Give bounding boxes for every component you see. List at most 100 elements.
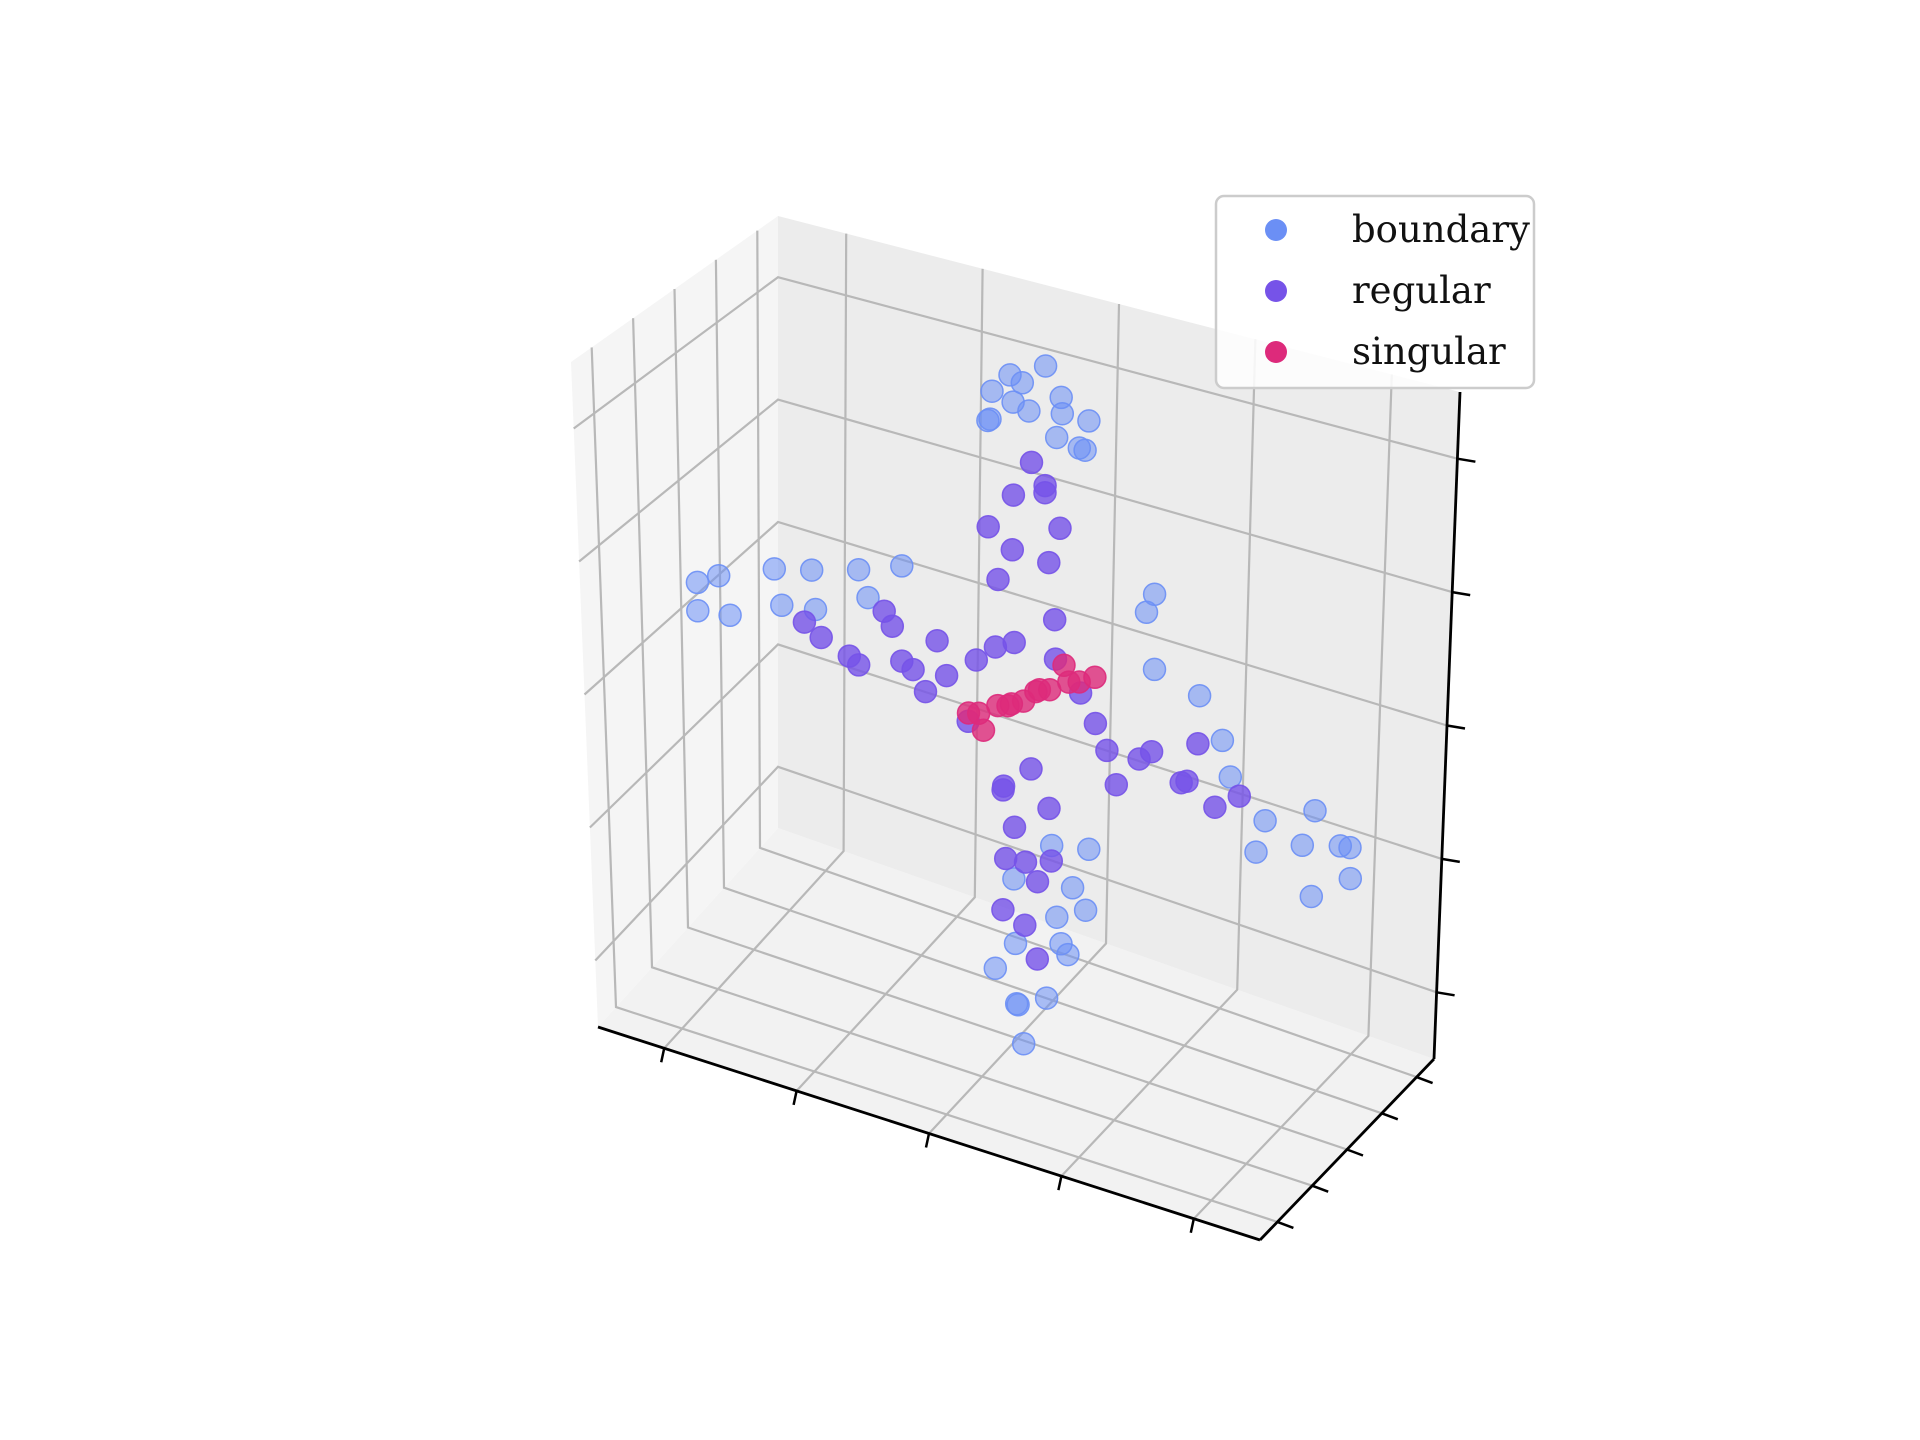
legend-marker-regular [1265, 280, 1287, 302]
z-tick [1436, 991, 1455, 997]
point-boundary [1067, 436, 1092, 460]
point-regular [1025, 947, 1050, 971]
gridline-y [714, 259, 1383, 1115]
point-boundary [1034, 986, 1059, 1010]
point-boundary [1044, 425, 1069, 450]
point-regular [792, 610, 817, 634]
point-regular [986, 567, 1010, 592]
point-regular [1037, 796, 1061, 821]
point-boundary [770, 593, 794, 618]
point-regular [1175, 769, 1199, 793]
gridline-y [590, 347, 1278, 1223]
point-boundary [1187, 683, 1212, 708]
point-boundary [1303, 798, 1327, 823]
gridline-x [795, 268, 984, 1092]
point-boundary [718, 603, 742, 628]
gridline-z [594, 765, 1437, 994]
point-regular [1104, 772, 1129, 797]
point-boundary [1338, 866, 1363, 891]
point-boundary [685, 570, 710, 595]
point-boundary [762, 557, 787, 581]
y-tick [1276, 1220, 1294, 1230]
legend-frame [1214, 194, 1536, 390]
legend-label-boundary: boundary [1352, 208, 1530, 251]
point-regular [809, 625, 833, 650]
point-regular [991, 774, 1016, 798]
x-tick [1189, 1218, 1196, 1233]
point-regular [993, 846, 1018, 871]
x-tick [792, 1090, 798, 1106]
point-regular [925, 628, 949, 653]
legend-marker-boundary [1265, 219, 1287, 241]
y-tick [1311, 1184, 1329, 1193]
point-regular [1095, 738, 1119, 763]
point-regular [964, 648, 989, 672]
point-boundary [686, 599, 710, 623]
point-boundary [890, 554, 914, 578]
point-regular [991, 897, 1015, 922]
gridline-z [573, 276, 1458, 460]
point-boundary [1077, 409, 1101, 433]
point-boundary [706, 563, 731, 588]
y-tick [1346, 1148, 1364, 1157]
y-tick [1416, 1075, 1434, 1085]
point-regular [1000, 538, 1025, 562]
point-boundary [1210, 728, 1235, 753]
point-regular [872, 599, 896, 623]
point-regular [976, 515, 1000, 539]
axes-grid [573, 230, 1458, 1223]
point-regular [1042, 607, 1067, 632]
z-tick [1451, 590, 1471, 597]
point-boundary [978, 407, 1002, 431]
point-regular [1019, 450, 1044, 475]
point-singular [956, 701, 981, 725]
point-boundary [1017, 399, 1041, 423]
point-regular [1083, 711, 1108, 736]
point-boundary [1010, 371, 1035, 395]
point-regular [1033, 473, 1057, 498]
point-boundary [1033, 354, 1058, 378]
axes-ticks [659, 457, 1476, 1233]
point-boundary [1142, 582, 1167, 607]
scatter-points [685, 354, 1363, 1056]
point-regular [1002, 815, 1027, 840]
point-boundary [856, 585, 880, 610]
point-singular [971, 718, 996, 742]
point-regular [837, 644, 862, 668]
gridline-z [578, 398, 1453, 594]
gridline-y [632, 318, 1313, 1187]
legend: boundary regular singular [1214, 194, 1536, 390]
gridline-x [928, 303, 1121, 1135]
point-boundary [1290, 833, 1315, 858]
point-boundary [799, 558, 824, 582]
gridline-y [756, 230, 1417, 1079]
point-boundary [846, 557, 871, 582]
z-tick [1446, 724, 1466, 730]
point-boundary [980, 379, 1004, 403]
point-boundary [983, 956, 1008, 981]
legend-label-regular: regular [1352, 269, 1491, 312]
legend-label-singular: singular [1352, 330, 1506, 373]
point-boundary [1050, 401, 1075, 426]
point-regular [1203, 795, 1227, 819]
point-boundary [1253, 808, 1277, 833]
pane-bottom [598, 828, 1434, 1240]
point-boundary [1003, 931, 1028, 956]
gridline-x [663, 233, 848, 1050]
gridline-x [1060, 339, 1257, 1177]
x-tick [1057, 1175, 1063, 1191]
gridline-y [673, 288, 1348, 1151]
point-boundary [1244, 840, 1268, 864]
point-boundary [1142, 657, 1167, 682]
point-regular [1013, 913, 1037, 937]
gridline-z [583, 520, 1448, 727]
point-regular [934, 663, 959, 688]
point-regular [1013, 850, 1038, 874]
point-regular [1019, 757, 1043, 781]
legend-marker-singular [1265, 341, 1287, 363]
point-boundary [1073, 898, 1098, 922]
point-boundary [1328, 834, 1353, 858]
point-boundary [1006, 993, 1030, 1017]
point-regular [1001, 483, 1026, 507]
